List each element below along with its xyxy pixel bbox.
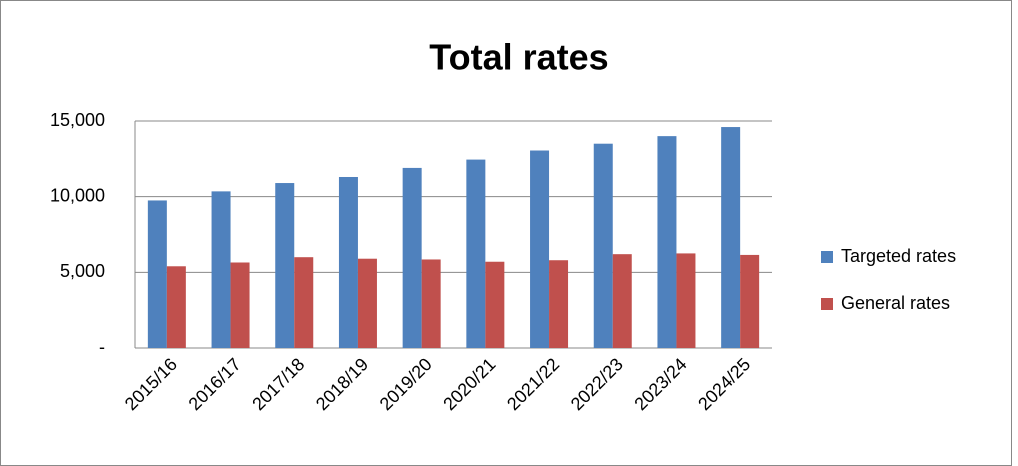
bar bbox=[275, 183, 295, 348]
bar bbox=[402, 167, 422, 348]
bar bbox=[657, 136, 677, 348]
bar bbox=[421, 259, 441, 348]
bar bbox=[485, 261, 505, 348]
bar bbox=[593, 143, 613, 348]
y-tick-label: 10,000 bbox=[50, 185, 105, 205]
bar bbox=[294, 257, 314, 348]
bar bbox=[211, 191, 231, 348]
y-tick-label: 15,000 bbox=[50, 110, 105, 130]
bar bbox=[147, 200, 167, 348]
bar bbox=[740, 254, 760, 348]
bar bbox=[338, 176, 358, 348]
legend-label: General rates bbox=[841, 293, 950, 313]
chart-title: Total rates bbox=[429, 37, 608, 78]
bar bbox=[549, 260, 569, 348]
bar bbox=[357, 258, 377, 348]
bar bbox=[721, 127, 741, 348]
bar bbox=[530, 150, 550, 348]
legend-label: Targeted rates bbox=[841, 246, 956, 266]
legend-swatch bbox=[821, 298, 833, 310]
y-tick-label: 5,000 bbox=[60, 261, 105, 281]
bar bbox=[466, 159, 486, 348]
y-tick-label: - bbox=[99, 337, 105, 357]
bar bbox=[166, 266, 186, 348]
legend-swatch bbox=[821, 251, 833, 263]
bar bbox=[676, 253, 696, 348]
bar bbox=[230, 262, 250, 348]
bar bbox=[612, 254, 632, 348]
